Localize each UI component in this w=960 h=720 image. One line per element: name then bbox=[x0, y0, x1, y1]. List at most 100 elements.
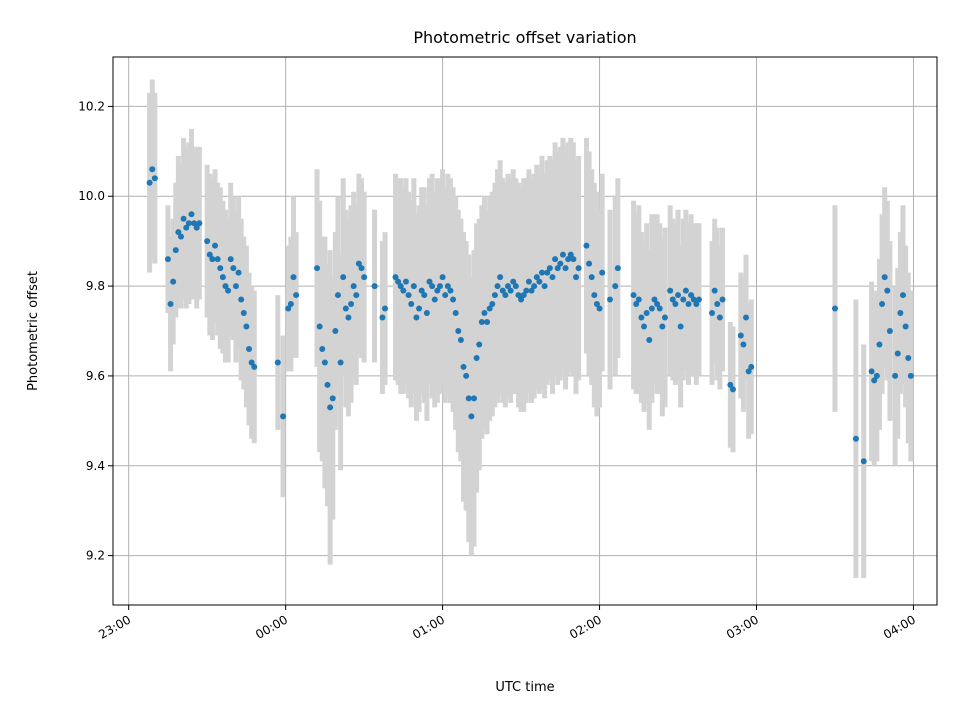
data-point bbox=[716, 314, 723, 321]
y-tick-label: 9.2 bbox=[86, 549, 105, 563]
data-point bbox=[533, 274, 540, 281]
data-point bbox=[656, 305, 663, 312]
data-point bbox=[907, 372, 914, 379]
data-point bbox=[436, 283, 443, 290]
data-point bbox=[546, 265, 553, 272]
data-point bbox=[860, 458, 867, 465]
data-point bbox=[536, 278, 543, 285]
data-point bbox=[748, 363, 755, 370]
data-point bbox=[321, 359, 328, 366]
data-point bbox=[688, 292, 695, 299]
data-point bbox=[410, 283, 417, 290]
data-point bbox=[348, 301, 355, 308]
data-point bbox=[612, 283, 619, 290]
y-tick-label: 9.4 bbox=[86, 459, 105, 473]
data-point bbox=[646, 336, 653, 343]
data-point bbox=[382, 305, 389, 312]
data-point bbox=[345, 314, 352, 321]
data-point bbox=[397, 283, 404, 290]
data-point bbox=[431, 296, 438, 303]
data-point bbox=[243, 323, 250, 330]
data-point bbox=[455, 328, 462, 334]
data-point bbox=[191, 220, 198, 227]
data-point bbox=[178, 233, 185, 240]
data-point bbox=[478, 319, 485, 326]
data-point bbox=[230, 265, 237, 272]
data-point bbox=[727, 381, 734, 388]
data-point bbox=[894, 350, 901, 357]
data-point bbox=[285, 305, 292, 312]
data-point bbox=[523, 287, 530, 294]
data-point bbox=[350, 283, 357, 290]
data-point bbox=[541, 283, 548, 290]
data-point bbox=[225, 287, 232, 294]
data-point bbox=[740, 341, 747, 348]
data-point bbox=[240, 310, 247, 317]
data-point bbox=[248, 359, 255, 366]
chart-title: Photometric offset variation bbox=[413, 28, 636, 47]
data-point bbox=[525, 278, 532, 285]
data-point bbox=[395, 278, 402, 285]
data-point bbox=[408, 301, 415, 308]
data-point bbox=[588, 274, 595, 281]
data-point bbox=[489, 301, 496, 308]
data-point bbox=[494, 283, 501, 290]
data-point bbox=[353, 292, 360, 299]
data-point bbox=[575, 265, 582, 272]
data-point bbox=[659, 323, 666, 330]
data-point bbox=[528, 287, 535, 294]
data-point bbox=[745, 368, 752, 375]
data-point bbox=[280, 413, 287, 420]
data-point bbox=[371, 283, 378, 290]
data-point bbox=[463, 372, 470, 379]
data-point bbox=[695, 296, 702, 303]
data-point bbox=[232, 283, 239, 290]
data-point bbox=[361, 274, 368, 281]
data-point bbox=[565, 256, 572, 263]
data-point bbox=[481, 310, 488, 317]
data-point bbox=[852, 435, 859, 442]
data-point bbox=[316, 323, 323, 330]
data-point bbox=[476, 341, 483, 348]
data-point bbox=[596, 305, 603, 312]
data-point bbox=[465, 395, 472, 402]
data-point bbox=[520, 292, 527, 299]
data-point bbox=[868, 368, 875, 375]
y-tick-label: 10.0 bbox=[78, 189, 105, 203]
data-point bbox=[552, 256, 559, 263]
data-point bbox=[172, 247, 179, 254]
data-point bbox=[614, 265, 621, 272]
data-point bbox=[638, 314, 645, 321]
data-point bbox=[685, 301, 692, 308]
data-point bbox=[442, 292, 449, 299]
data-point bbox=[554, 265, 561, 272]
data-point bbox=[324, 381, 331, 388]
data-point bbox=[902, 323, 909, 330]
data-point bbox=[450, 296, 457, 303]
data-point bbox=[293, 292, 300, 299]
data-point bbox=[559, 251, 566, 258]
data-point bbox=[567, 251, 574, 258]
data-point bbox=[711, 287, 718, 294]
data-point bbox=[871, 377, 878, 384]
data-point bbox=[439, 274, 446, 281]
data-point bbox=[714, 301, 721, 308]
x-axis-label: UTC time bbox=[495, 680, 554, 695]
data-point bbox=[507, 287, 514, 294]
data-point bbox=[690, 296, 697, 303]
data-point bbox=[607, 296, 614, 303]
data-point bbox=[235, 269, 242, 276]
data-point bbox=[405, 292, 412, 299]
data-point bbox=[180, 215, 187, 222]
data-point bbox=[876, 341, 883, 348]
data-point bbox=[677, 323, 684, 330]
data-point bbox=[531, 283, 538, 290]
data-point bbox=[460, 363, 467, 370]
data-point bbox=[729, 386, 736, 393]
data-point bbox=[290, 274, 297, 281]
data-point bbox=[355, 260, 362, 267]
data-point bbox=[379, 314, 386, 321]
data-point bbox=[212, 242, 219, 249]
data-point bbox=[314, 265, 321, 272]
